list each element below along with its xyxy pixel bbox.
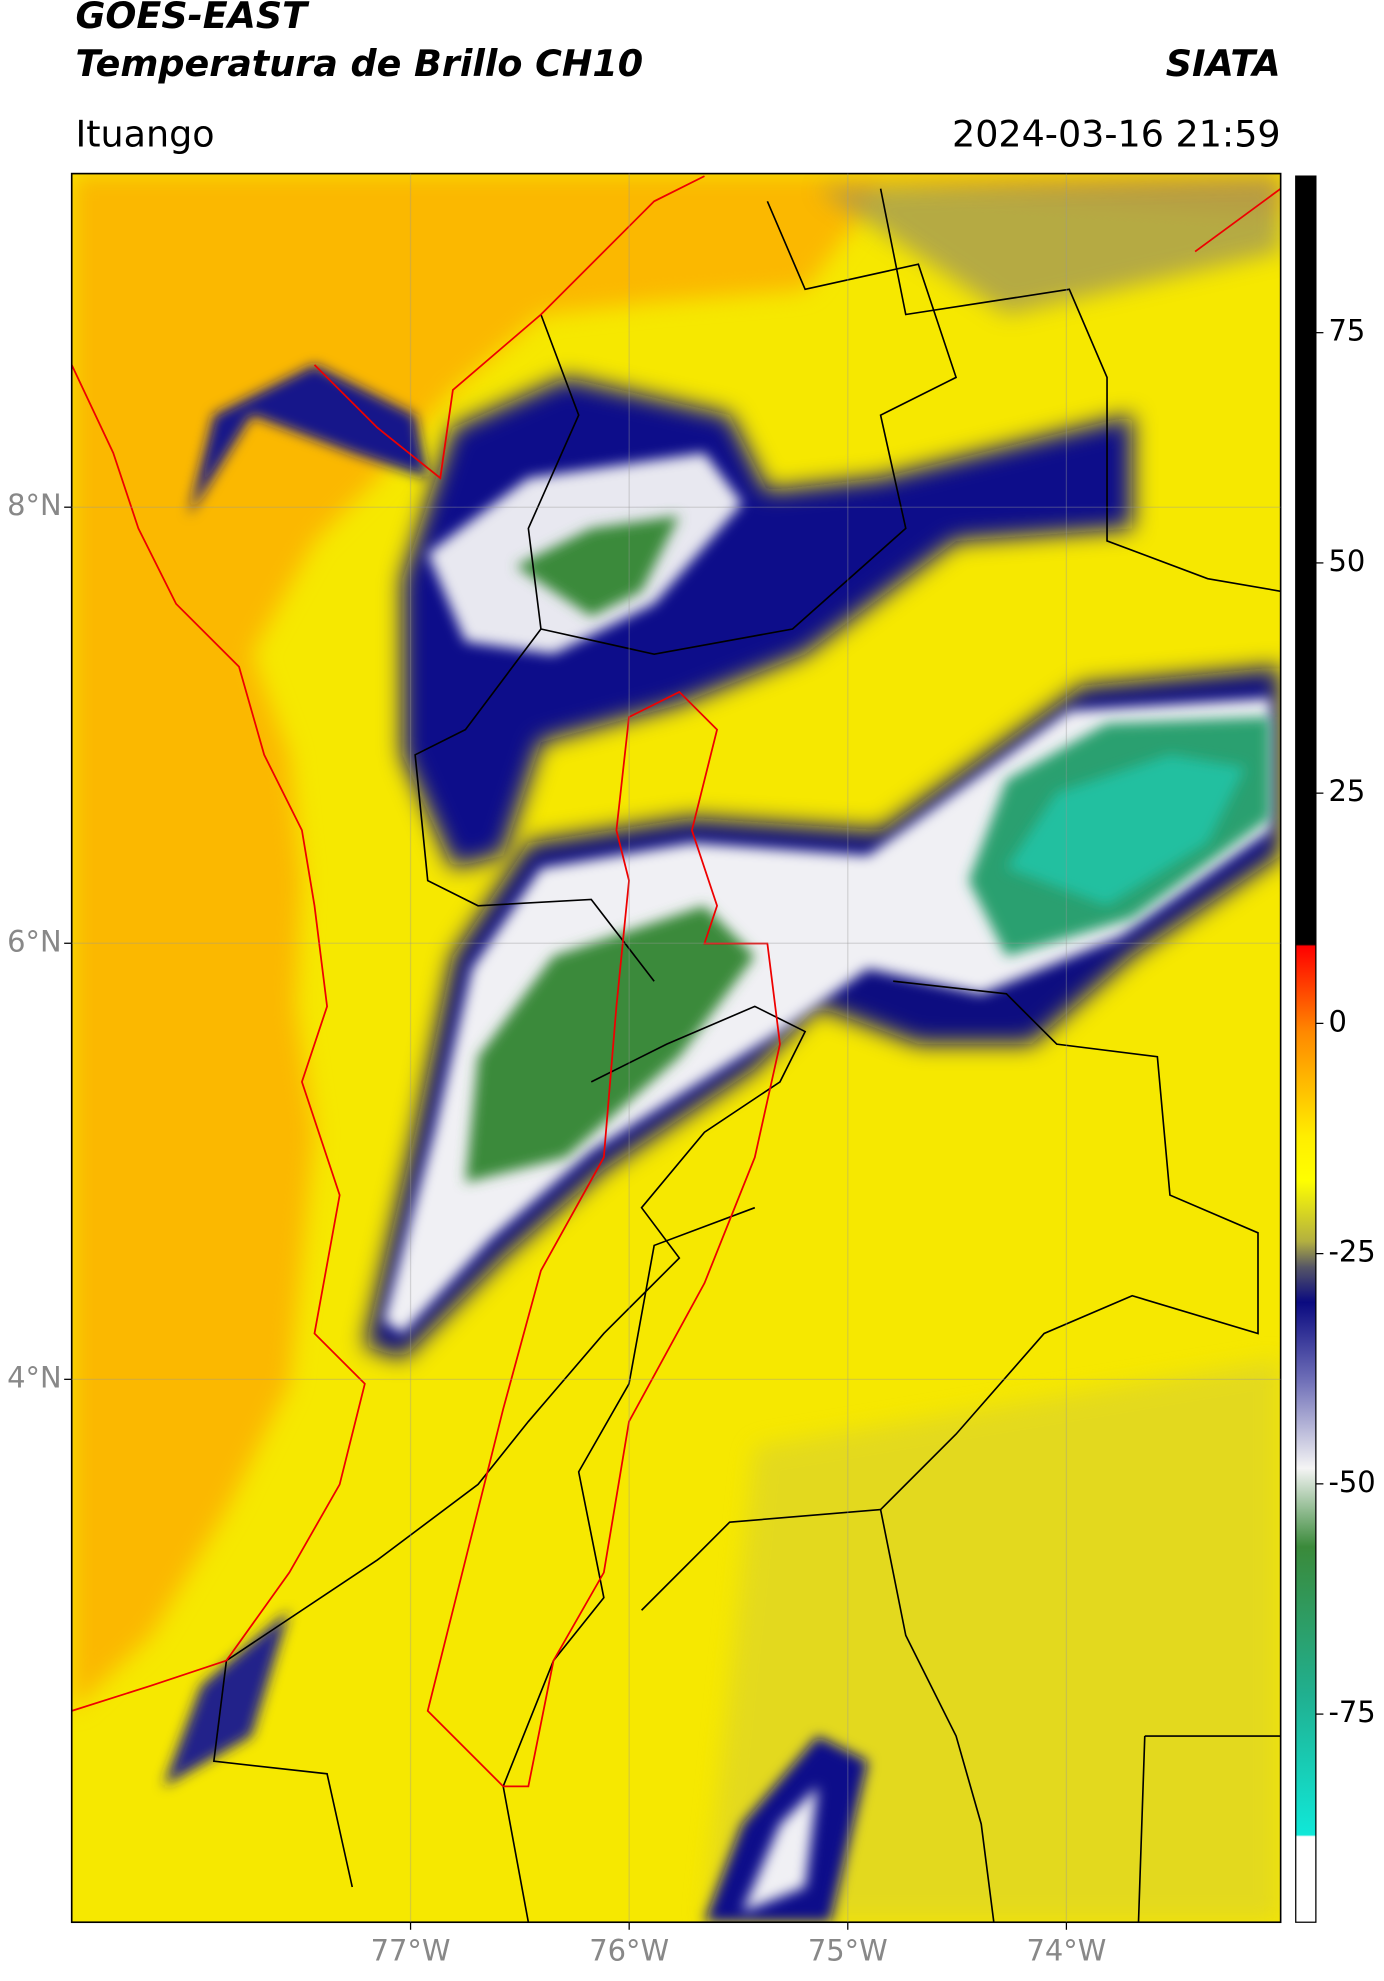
map-frame — [70, 172, 1282, 1924]
y-tick-label: 4°N — [7, 1360, 62, 1394]
colorbar-tick-label: 75 — [1328, 314, 1365, 348]
location: Ituango — [75, 112, 214, 155]
colorbar-tick-label: -75 — [1328, 1695, 1375, 1729]
colorbar-tick-label: -50 — [1328, 1465, 1375, 1499]
subtitle: Temperatura de Brillo CH10 — [75, 42, 643, 85]
figure-content: GOES-EAST Temperatura de Brillo CH10 SIA… — [7, 0, 1376, 1967]
map-image — [71, 173, 1281, 1923]
y-tick-label: 8°N — [7, 488, 62, 522]
x-tick-label: 76°W — [589, 1933, 669, 1967]
colorbar-tick-label: 25 — [1328, 774, 1365, 808]
colorbar-tick-label: 50 — [1328, 544, 1365, 578]
colorbar-tick-label: -25 — [1328, 1235, 1375, 1269]
colorbar — [1295, 175, 1317, 1923]
axes: 77°W 76°W 75°W 74°W 8°N 6°N 4°N 75 50 25 0 -25 -50 -7… — [7, 173, 1376, 1967]
source: SIATA — [1166, 42, 1281, 85]
y-tick-label: 6°N — [7, 924, 62, 958]
x-tick-label: 77°W — [371, 1933, 451, 1967]
datetime: 2024-03-16 21:59 — [952, 112, 1281, 155]
title: GOES-EAST — [75, 0, 310, 37]
x-tick-label: 74°W — [1026, 1933, 1106, 1967]
colorbar-tick-label: 0 — [1328, 1004, 1346, 1038]
x-tick-label: 75°W — [808, 1933, 888, 1967]
